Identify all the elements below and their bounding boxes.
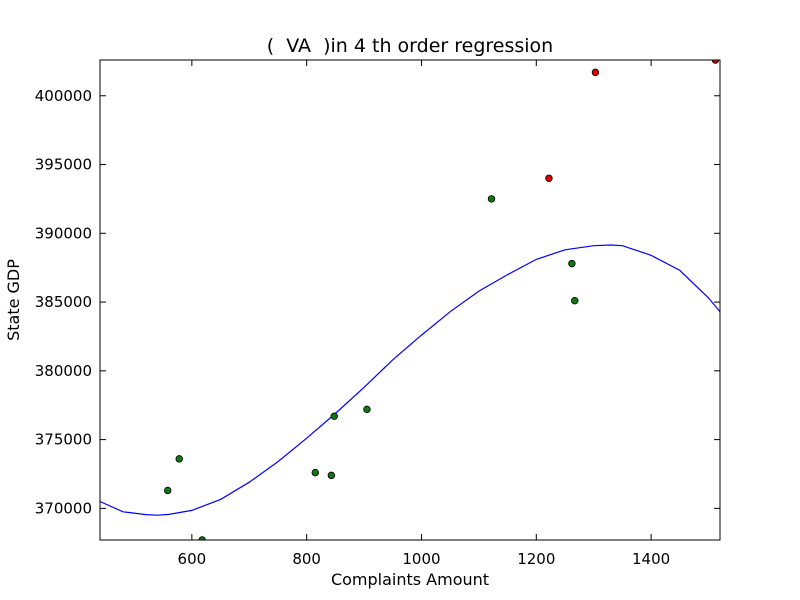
y-tick-label: 385000 [35,293,92,311]
data-point-red [591,68,600,77]
y-tick-label: 380000 [35,362,92,380]
data-point-green [363,405,371,414]
plot-area [100,60,720,540]
points-layer [164,60,720,540]
x-tick-label: 800 [292,550,321,568]
data-point-green [164,486,172,495]
plot-frame [99,59,721,541]
ticks-layer: 600 800 1000 1200 1400 370000 375000 380000 3850… [35,60,720,568]
data-point-green [327,471,336,480]
regression-curve [99,244,721,516]
y-axis-title: State GDP [4,259,23,341]
x-axis-title: Complaints Amount [331,570,489,589]
x-tick-label: 1400 [632,550,670,568]
y-tick-label: 390000 [35,224,92,242]
y-tick-label: 400000 [35,87,92,105]
data-point-green [568,259,576,268]
data-point-green [198,536,206,540]
y-tick-label: 395000 [35,156,92,174]
chart-title: ( VA )in 4 th order regression [267,35,553,57]
data-point-green [571,296,579,305]
curve-layer [99,244,721,516]
data-point-red [545,174,553,182]
x-tick-label: 1200 [517,550,555,568]
data-point-green [311,468,319,477]
y-tick-label: 375000 [35,431,92,449]
data-point-green [487,195,496,203]
x-tick-label: 600 [178,550,207,568]
data-point-green [175,455,183,463]
y-tick-label: 370000 [35,499,92,517]
data-point-green [330,412,338,420]
x-tick-label: 1000 [402,550,440,568]
